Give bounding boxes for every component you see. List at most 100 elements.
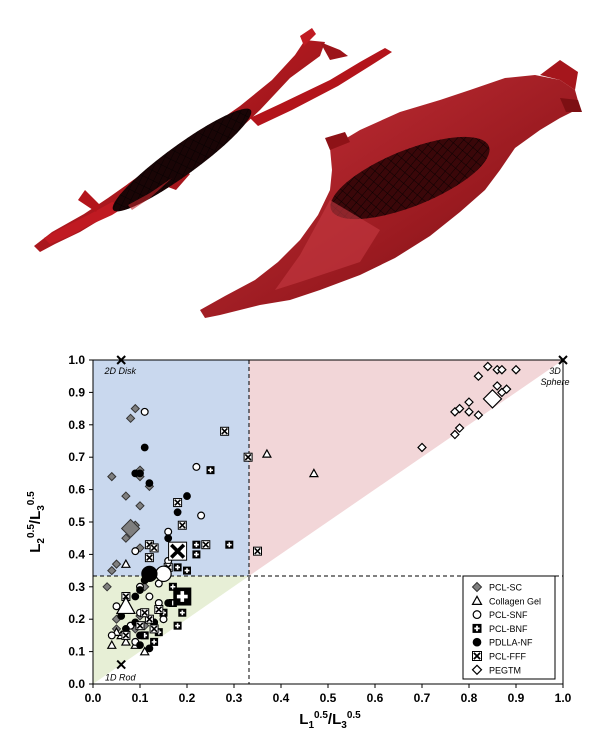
pegtm-point: [501, 384, 512, 395]
pegtm-point: [482, 361, 493, 372]
shape-factor-scatter-chart: 0.0 0.1 0.2 0.3 0.4 0.5 0.6 0.7 0.8 0.9 1.0 0.0 0.1…: [26, 353, 572, 731]
pcl-snf-point: [197, 511, 206, 520]
collagen-gel-point: [261, 448, 272, 458]
pcl-fff-point: [144, 553, 154, 563]
collagen-gel-point: [308, 468, 319, 478]
pcl-bnf-point: [206, 466, 215, 475]
legend: PCL-SC Collagen Gel PCL-SNF PCL-BNF PDLLA-NF…: [462, 575, 556, 680]
y-axis-ticks: 0.0 0.1 0.2 0.3 0.4 0.5 0.6 0.7 0.8 0.9 1.0: [68, 353, 93, 691]
3d-sphere-region: [249, 360, 563, 576]
pdlla-nf-point: [136, 586, 144, 594]
pcl-fff-point: [173, 498, 183, 508]
pcl-bnf-point: [192, 540, 201, 549]
x-tick-label: 0.3: [226, 691, 243, 705]
pegtm-point: [473, 410, 484, 420]
pdlla-nf-point: [145, 644, 154, 653]
pcl-sc-point: [102, 582, 112, 592]
pcl-bnf-point: [150, 637, 159, 646]
pcl-sc-point: [121, 491, 131, 501]
pegtm-point: [464, 397, 474, 407]
pcl-snf-point: [145, 592, 154, 601]
pcl-bnf-point: [192, 550, 201, 559]
3d-sphere-reference-mark: [558, 355, 568, 365]
pcl-snf-point: [140, 407, 149, 416]
pdlla-nf-point: [140, 443, 149, 452]
pcl-bnf-point: [173, 621, 182, 630]
x-tick-label: 0.4: [273, 691, 290, 705]
pcl-sc-point: [107, 471, 117, 482]
pegtm-point: [454, 403, 465, 414]
pcl-fff-point: [243, 452, 253, 462]
collagen-gel-point: [120, 636, 131, 646]
pdlla-nf-point: [164, 534, 173, 543]
legend-marker: [472, 610, 482, 620]
pcl-bnf-mean-point: [173, 587, 192, 606]
legend-label: PEGTM: [489, 665, 521, 675]
pcl-bnf-point: [178, 608, 187, 617]
pcl-sc-mean-point: [120, 518, 141, 539]
x-tick-label: 0.6: [367, 691, 384, 705]
x-tick-label: 0.9: [508, 691, 525, 705]
pcl-bnf-point: [168, 582, 177, 591]
y-tick-label: 0.7: [68, 450, 85, 464]
pcl-fff-point: [135, 621, 145, 631]
data-points: [102, 361, 521, 656]
legend-label: PCL-SC: [489, 583, 523, 593]
y-tick-label: 0.0: [68, 677, 85, 691]
2d-disk-reference-mark: [116, 355, 126, 365]
pcl-sc-point: [107, 565, 117, 576]
x-tick-label: 0.8: [461, 691, 478, 705]
pcl-bnf-point: [225, 540, 234, 549]
pegtm-point: [450, 429, 460, 440]
pcl-fff-point: [149, 624, 159, 634]
1d-rod-region: [93, 576, 249, 684]
legend-marker: [472, 651, 482, 661]
pcl-fff-point: [201, 540, 211, 550]
pcl-fff-mean-point: [168, 541, 188, 561]
legend-label: PDLLA-NF: [489, 638, 533, 648]
legend-marker: [471, 664, 483, 676]
pcl-sc-point: [125, 413, 136, 424]
x-tick-label: 0.1: [132, 691, 149, 705]
x-tick-label: 0.0: [85, 691, 102, 705]
legend-label: PCL-BNF: [489, 624, 528, 634]
pcl-fff-point: [121, 630, 131, 640]
pcl-bnf-point: [173, 563, 182, 572]
pcl-snf-point: [107, 631, 116, 640]
x-axis-label: L10.5/L30.5: [299, 710, 361, 731]
legend-marker: [472, 623, 482, 633]
pdlla-nf-point: [131, 469, 140, 478]
pegtm-mean-point: [482, 389, 503, 409]
3d-sphere-reference-label: Sphere: [540, 377, 569, 387]
pdlla-nf-point: [164, 599, 173, 607]
y-tick-label: 0.5: [68, 515, 85, 529]
pegtm-point: [473, 371, 484, 382]
y-tick-label: 0.8: [68, 418, 85, 432]
pcl-snf-point: [164, 527, 173, 536]
1d-rod-reference-label: 1D Rod: [105, 673, 137, 683]
pdlla-nf-point: [173, 508, 182, 517]
pegtm-point: [511, 364, 521, 375]
pcl-bnf-point: [183, 566, 191, 575]
pegtm-point: [417, 442, 427, 453]
pcl-sc-point: [121, 533, 131, 543]
pcl-fff-point: [253, 546, 262, 556]
x-tick-label: 0.2: [179, 691, 196, 705]
pcl-snf-point: [112, 602, 121, 611]
collagen-gel-point: [139, 646, 150, 656]
y-tick-label: 0.9: [68, 385, 85, 399]
pcl-fff-point: [140, 608, 150, 618]
pdlla-nf-point: [136, 631, 144, 640]
legend-label: PCL-SNF: [489, 610, 528, 620]
3d-sphere-reference-label: 3D: [549, 366, 561, 376]
y-tick-label: 1.0: [68, 353, 85, 367]
pdlla-nf-point: [136, 641, 144, 650]
y-tick-label: 0.1: [68, 645, 85, 659]
y-tick-label: 0.6: [68, 483, 85, 497]
y-axis-label: L20.5/L30.5: [26, 491, 47, 553]
legend-label: Collagen Gel: [489, 596, 541, 606]
legend-marker: [471, 581, 483, 593]
y-tick-label: 0.3: [68, 580, 85, 594]
